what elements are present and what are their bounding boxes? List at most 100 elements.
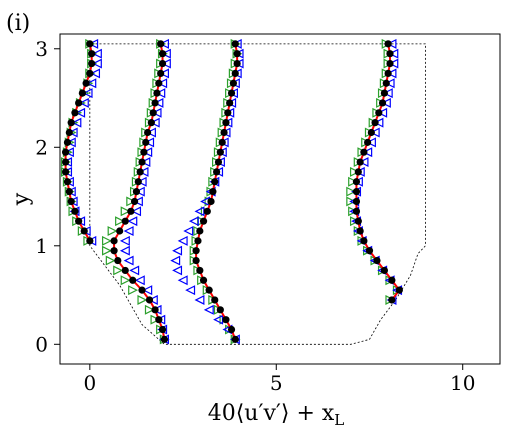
green-triangle-point bbox=[102, 235, 112, 246]
black-circle-point bbox=[373, 256, 381, 265]
green-triangle-point bbox=[144, 304, 155, 315]
blue-triangle-point bbox=[82, 88, 93, 99]
black-circle-point bbox=[386, 50, 394, 58]
black-circle-point bbox=[227, 89, 236, 97]
black-circle-point bbox=[67, 119, 75, 127]
blue-triangle-point bbox=[142, 147, 153, 158]
black-circle-point bbox=[144, 128, 152, 137]
blue-triangle-point bbox=[388, 48, 399, 59]
black-circle-point bbox=[218, 138, 226, 146]
blue-triangle-point bbox=[119, 235, 130, 246]
black-circle-point bbox=[75, 217, 83, 225]
green-triangle-point bbox=[346, 186, 357, 197]
black-circle-point bbox=[371, 119, 379, 127]
black-circle-point bbox=[65, 188, 73, 196]
black-circle-point bbox=[364, 138, 372, 146]
black-circle-point bbox=[158, 325, 167, 334]
blue-triangle-point bbox=[194, 206, 205, 217]
y-tick-label: 1 bbox=[35, 234, 48, 258]
black-circle-point bbox=[142, 138, 150, 146]
black-circle-point bbox=[127, 207, 135, 215]
blue-triangle-point bbox=[151, 107, 162, 118]
green-triangle-point bbox=[102, 245, 112, 256]
black-circle-point bbox=[356, 158, 364, 166]
x-axis-label-main: 40⟨u′v′⟩ + x bbox=[208, 401, 335, 426]
y-tick-label: 0 bbox=[35, 332, 48, 356]
green-triangle-point bbox=[113, 265, 124, 276]
green-triangle-point bbox=[150, 314, 161, 325]
black-circle-point bbox=[116, 227, 124, 235]
profile-0 bbox=[60, 38, 102, 246]
black-circle-point bbox=[88, 59, 96, 68]
black-circle-point bbox=[224, 109, 232, 117]
blue-triangle-point bbox=[136, 176, 147, 187]
black-circle-point bbox=[209, 188, 217, 196]
black-circle-point bbox=[352, 197, 361, 206]
black-circle-point bbox=[375, 109, 383, 117]
y-tick-label: 2 bbox=[35, 135, 48, 159]
blue-triangle-point bbox=[132, 196, 143, 207]
blue-triangle-point bbox=[172, 245, 183, 256]
black-circle-point bbox=[192, 256, 200, 265]
black-circle-point bbox=[211, 296, 219, 304]
blue-triangle-point bbox=[185, 285, 196, 296]
black-circle-point bbox=[145, 296, 154, 304]
blue-triangle-point bbox=[386, 38, 397, 49]
blue-triangle-point bbox=[157, 78, 168, 89]
black-circle-point bbox=[110, 247, 118, 255]
green-triangle-point bbox=[128, 285, 139, 296]
blue-triangle-point bbox=[188, 216, 199, 227]
black-circle-point bbox=[352, 178, 361, 186]
black-circle-point bbox=[78, 89, 86, 97]
black-circle-point bbox=[205, 286, 213, 294]
black-circle-point bbox=[71, 207, 79, 215]
black-circle-point bbox=[220, 128, 228, 137]
blue-triangle-point bbox=[388, 58, 399, 69]
blue-triangle-point bbox=[138, 166, 149, 177]
black-circle-point bbox=[365, 247, 374, 255]
black-circle-point bbox=[380, 89, 389, 97]
black-circle-point bbox=[147, 119, 155, 127]
blue-triangle-point bbox=[123, 226, 134, 236]
black-circle-point bbox=[129, 276, 137, 284]
blue-triangle-point bbox=[386, 68, 397, 79]
black-circle-point bbox=[160, 335, 169, 343]
black-circle-point bbox=[138, 158, 146, 166]
geometry-outline bbox=[89, 43, 426, 345]
black-circle-point bbox=[384, 69, 392, 78]
black-circle-point bbox=[149, 109, 157, 117]
blue-triangle-point bbox=[362, 147, 373, 158]
blue-triangle-point bbox=[123, 255, 134, 266]
black-circle-point bbox=[233, 50, 241, 58]
blue-triangle-point bbox=[194, 294, 205, 305]
geometry-line bbox=[89, 43, 426, 345]
green-triangle-point bbox=[126, 196, 137, 207]
green-triangle-point bbox=[346, 196, 357, 207]
blue-triangle-point bbox=[86, 78, 97, 89]
blue-triangle-point bbox=[129, 265, 140, 276]
blue-triangle-point bbox=[203, 304, 214, 315]
black-circle-point bbox=[151, 99, 159, 107]
black-circle-point bbox=[211, 178, 219, 186]
blue-triangle-point bbox=[119, 245, 130, 256]
black-circle-point bbox=[65, 128, 73, 137]
black-circle-point bbox=[216, 306, 224, 314]
blue-triangle-point bbox=[142, 285, 153, 296]
blue-triangle-point bbox=[366, 137, 376, 148]
x-axis-label-subscript: L bbox=[334, 411, 344, 429]
black-circle-point bbox=[222, 316, 230, 324]
blue-triangle-point bbox=[88, 38, 99, 49]
axis-ticks: 0 5 10 0 1 2 3 bbox=[35, 37, 475, 395]
black-circle-point bbox=[203, 207, 211, 215]
black-circle-point bbox=[121, 266, 129, 275]
profile-2 bbox=[170, 38, 244, 345]
black-circle-point bbox=[61, 158, 70, 166]
black-circle-point bbox=[231, 40, 239, 48]
black-circle-point bbox=[352, 188, 361, 196]
black-circle-point bbox=[151, 306, 159, 314]
x-axis-label: 40⟨u′v′⟩ + xL bbox=[208, 401, 345, 429]
black-circle-point bbox=[199, 217, 208, 225]
black-circle-point bbox=[192, 247, 200, 255]
black-circle-point bbox=[226, 99, 234, 107]
